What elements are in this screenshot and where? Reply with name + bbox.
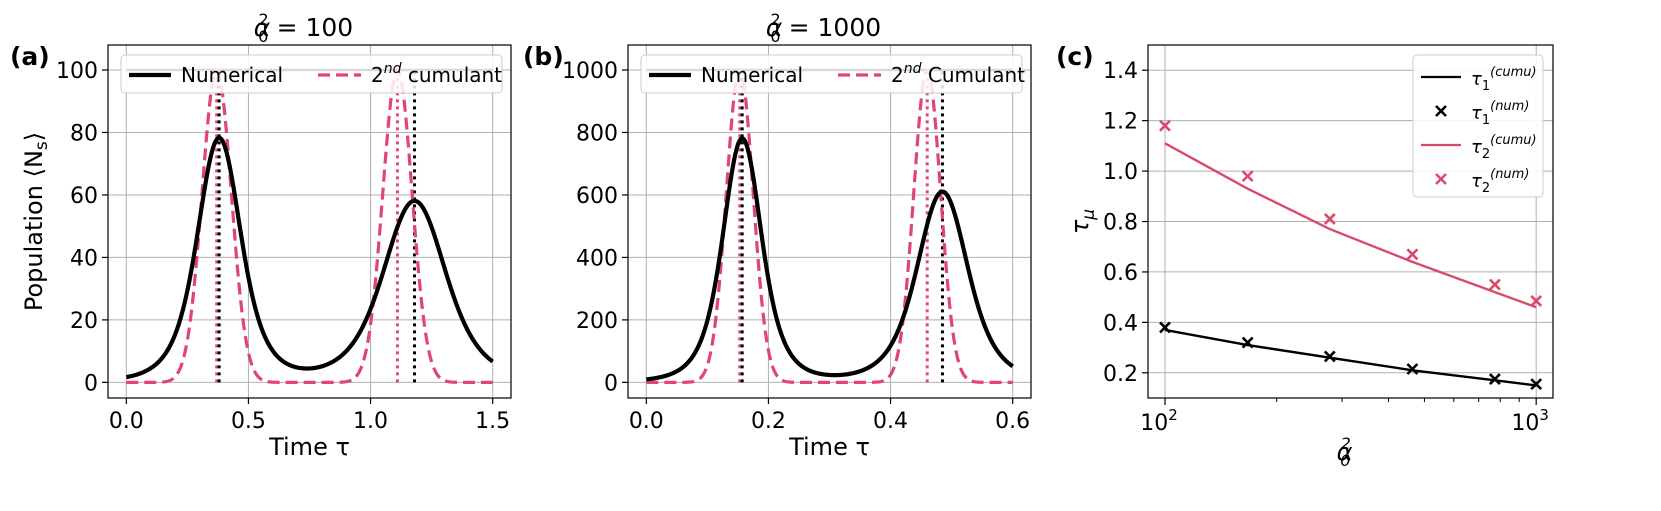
marker-stroke bbox=[1435, 105, 1447, 117]
x-tick-label: 0.4 bbox=[873, 409, 908, 434]
x-tick-label: 0.2 bbox=[751, 409, 786, 434]
data-point-marker bbox=[1323, 213, 1336, 225]
chart-title: α02 = 1000 bbox=[766, 10, 881, 46]
data-point-marker bbox=[1406, 248, 1419, 261]
marker-stroke bbox=[1488, 373, 1501, 386]
data-point-marker bbox=[1488, 278, 1501, 291]
x-axis-label: Time τ bbox=[788, 433, 870, 461]
marker-stroke bbox=[1241, 170, 1254, 183]
y-tick-label: 0.4 bbox=[1103, 311, 1138, 336]
marker-stroke bbox=[1241, 336, 1254, 349]
y-tick-label: 40 bbox=[70, 246, 98, 271]
y-tick-label: 20 bbox=[70, 309, 98, 334]
legend-box bbox=[640, 54, 1023, 94]
data-point-marker bbox=[1241, 170, 1254, 183]
marker-stroke bbox=[1530, 378, 1543, 391]
marker-stroke bbox=[1488, 278, 1501, 291]
marker-stroke bbox=[1323, 350, 1336, 363]
panel-label: (b) bbox=[523, 42, 564, 71]
y-tick-label: 0 bbox=[604, 371, 618, 396]
y-tick-label: 0.8 bbox=[1103, 211, 1138, 236]
marker-stroke bbox=[1530, 295, 1543, 307]
legend-numerical-label: Numerical bbox=[181, 63, 283, 87]
x-tick-label: 0.0 bbox=[109, 409, 144, 434]
data-point-marker bbox=[1530, 295, 1543, 307]
data-point-marker bbox=[1488, 373, 1501, 386]
legend-numerical-label: Numerical bbox=[701, 63, 803, 87]
y-axis-label: τμ bbox=[1066, 209, 1099, 234]
marker-stroke bbox=[1406, 248, 1419, 261]
series-line bbox=[1164, 142, 1537, 309]
legend-label: τ1(num) bbox=[1471, 99, 1529, 128]
marker-stroke bbox=[1159, 321, 1171, 334]
panel-a: 0.0 0.5 1.0 1.5 0 20 40 60 80 100 Time τ Population… bbox=[10, 10, 512, 461]
numerical-series-line bbox=[646, 136, 1014, 382]
x-tick-label: 0.0 bbox=[629, 409, 664, 434]
y-tick-label: 80 bbox=[70, 121, 98, 146]
legend-label: τ2(num) bbox=[1471, 167, 1529, 196]
y-tick-label: 1.4 bbox=[1103, 59, 1138, 84]
legend-box bbox=[120, 54, 503, 94]
y-tick-label: 60 bbox=[70, 184, 98, 209]
legend-swatch bbox=[1435, 173, 1447, 185]
series-line bbox=[1164, 328, 1537, 387]
numerical-series-line bbox=[125, 135, 494, 380]
y-tick-label: 400 bbox=[576, 246, 618, 271]
panel-b: 0.0 0.2 0.4 0.6 0 200 400 600 800 1000 Time τ α02 =… bbox=[523, 10, 1032, 461]
x-tick-label: 0.5 bbox=[231, 409, 266, 434]
y-tick-label: 100 bbox=[56, 59, 98, 84]
y-tick-label: 0 bbox=[84, 371, 98, 396]
panel-label: (a) bbox=[10, 42, 50, 71]
data-point-marker bbox=[1323, 350, 1336, 363]
data-point-marker bbox=[1406, 363, 1419, 375]
plot-frame bbox=[627, 44, 1032, 399]
marker-stroke bbox=[1406, 363, 1419, 375]
marker-stroke bbox=[1323, 213, 1336, 225]
y-axis-label: Population ⟨Ns⟩ bbox=[20, 132, 52, 311]
y-tick-label: 600 bbox=[576, 184, 618, 209]
x-tick-label: 1.0 bbox=[353, 409, 388, 434]
x-axis-label: α02 bbox=[1337, 434, 1353, 470]
legend-label: τ2(cumu) bbox=[1471, 133, 1537, 162]
panel-label: (c) bbox=[1056, 42, 1094, 71]
panel-c: 102 103 0.2 0.4 0.6 0.8 1.0 1.2 1.4 α02 τμ (c) τ1(cu… bbox=[1056, 42, 1554, 470]
y-tick-label: 0.2 bbox=[1103, 362, 1138, 387]
legend-box bbox=[1412, 54, 1544, 198]
legend-swatch bbox=[1435, 105, 1447, 117]
legend-cumulant-label: 2nd cumulant bbox=[371, 61, 502, 87]
x-tick-label: 102 bbox=[1140, 406, 1178, 436]
x-tick-label: 1.5 bbox=[475, 409, 510, 434]
y-tick-label: 1000 bbox=[562, 59, 618, 84]
legend-cumulant-label: 2nd Cumulant bbox=[891, 61, 1025, 87]
y-tick-label: 800 bbox=[576, 121, 618, 146]
y-tick-label: 200 bbox=[576, 309, 618, 334]
data-point-marker bbox=[1159, 119, 1171, 132]
data-point-marker bbox=[1530, 378, 1543, 391]
y-tick-label: 0.6 bbox=[1103, 261, 1138, 286]
y-tick-label: 1.2 bbox=[1103, 110, 1138, 135]
y-tick-label: 1.0 bbox=[1103, 160, 1138, 185]
data-point-marker bbox=[1159, 321, 1171, 334]
x-tick-label: 103 bbox=[1511, 406, 1549, 436]
marker-stroke bbox=[1435, 173, 1447, 185]
plot-frame bbox=[107, 44, 512, 399]
chart-title: α02 = 100 bbox=[254, 10, 353, 46]
cumulant-series-line bbox=[646, 67, 1013, 384]
data-point-marker bbox=[1241, 336, 1254, 349]
cumulant-series-line bbox=[126, 68, 493, 384]
x-tick-label: 0.6 bbox=[995, 409, 1030, 434]
marker-stroke bbox=[1159, 119, 1171, 132]
x-axis-label: Time τ bbox=[268, 433, 350, 461]
legend-label: τ1(cumu) bbox=[1471, 65, 1537, 94]
